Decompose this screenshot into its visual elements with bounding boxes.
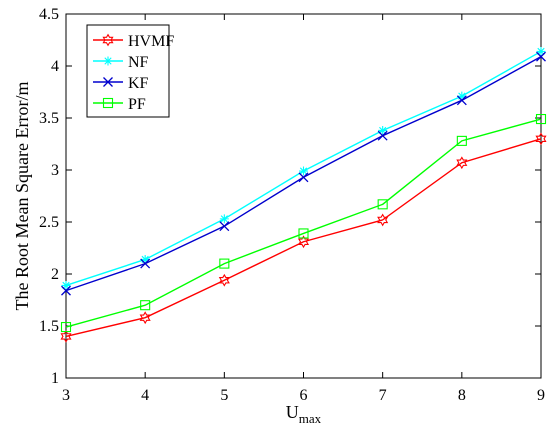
legend-entry-hvmf: HVMF bbox=[93, 33, 174, 50]
data-point-pf bbox=[535, 113, 547, 125]
data-point-kf bbox=[219, 221, 230, 232]
x-tick-label: 4 bbox=[141, 387, 149, 404]
data-point-hvmf bbox=[456, 156, 468, 170]
data-point-nf bbox=[299, 166, 308, 176]
data-point-pf bbox=[219, 258, 230, 269]
data-point-hvmf bbox=[218, 273, 230, 287]
data-point-pf bbox=[377, 199, 388, 210]
data-point-hvmf bbox=[139, 311, 151, 325]
legend-entry-kf: KF bbox=[93, 75, 149, 92]
legend-label-nf: NF bbox=[128, 54, 149, 71]
x-tick-label: 6 bbox=[300, 387, 308, 404]
series-line-hvmf bbox=[65, 138, 542, 338]
data-point-nf bbox=[61, 280, 71, 290]
data-point-kf bbox=[456, 95, 467, 106]
x-tick-label: 3 bbox=[62, 387, 70, 404]
y-tick-label: 3.5 bbox=[39, 110, 59, 127]
axis-ticks: 3 4 5 6 7 8 9 1 1.5 2 2.5 3 3.5 4 4.5 bbox=[39, 6, 545, 404]
x-axis-label-main: U bbox=[286, 402, 299, 422]
data-point-pf bbox=[140, 300, 151, 311]
y-tick-label: 3 bbox=[51, 162, 59, 179]
data-point-hvmf bbox=[535, 132, 547, 146]
x-tick-label: 9 bbox=[537, 387, 545, 404]
y-axis-label: The Root Mean Square Error/m bbox=[12, 82, 32, 311]
legend-marker-hvmf bbox=[102, 33, 114, 47]
data-point-nf bbox=[536, 46, 546, 56]
legend-label-pf: PF bbox=[128, 96, 146, 113]
data-point-kf bbox=[536, 51, 546, 62]
y-tick-label: 2 bbox=[51, 266, 59, 283]
series-pf bbox=[60, 113, 547, 333]
data-point-nf bbox=[457, 91, 467, 101]
data-point-kf bbox=[377, 130, 388, 141]
data-point-nf bbox=[219, 214, 229, 224]
data-point-kf bbox=[61, 285, 71, 296]
y-tick-label: 4.5 bbox=[39, 6, 59, 23]
legend-label-hvmf: HVMF bbox=[128, 33, 174, 50]
legend-entry-pf: PF bbox=[93, 96, 146, 113]
x-axis-label: Umax bbox=[286, 402, 322, 426]
data-point-pf bbox=[298, 228, 309, 239]
y-tick-label: 2.5 bbox=[39, 214, 59, 231]
series-kf bbox=[61, 51, 546, 296]
series-nf bbox=[61, 46, 546, 290]
data-point-kf bbox=[298, 172, 309, 183]
data-point-hvmf bbox=[60, 330, 72, 343]
y-tick-label: 4 bbox=[51, 58, 59, 75]
legend: HVMF NF KF PF bbox=[86, 24, 174, 118]
data-point-kf bbox=[140, 258, 151, 269]
y-tick-label: 1.5 bbox=[39, 318, 59, 335]
legend-label-kf: KF bbox=[128, 75, 149, 92]
series-line-pf bbox=[65, 118, 542, 328]
x-tick-label: 8 bbox=[458, 387, 466, 404]
data-point-nf bbox=[378, 125, 388, 135]
legend-marker-nf bbox=[103, 56, 113, 66]
legend-marker-pf bbox=[102, 97, 114, 109]
series-layer bbox=[60, 46, 547, 343]
y-tick-label: 1 bbox=[51, 370, 59, 387]
data-point-pf bbox=[456, 135, 467, 146]
legend-marker-kf bbox=[103, 77, 113, 87]
data-point-pf bbox=[60, 321, 72, 333]
series-hvmf bbox=[60, 132, 547, 343]
x-tick-label: 5 bbox=[220, 387, 228, 404]
data-point-hvmf bbox=[297, 235, 310, 249]
x-tick-label: 7 bbox=[379, 387, 387, 404]
x-axis-label-subscript: max bbox=[299, 411, 322, 426]
legend-entry-nf: NF bbox=[93, 54, 149, 71]
data-point-nf bbox=[140, 254, 150, 264]
data-point-hvmf bbox=[377, 213, 389, 227]
